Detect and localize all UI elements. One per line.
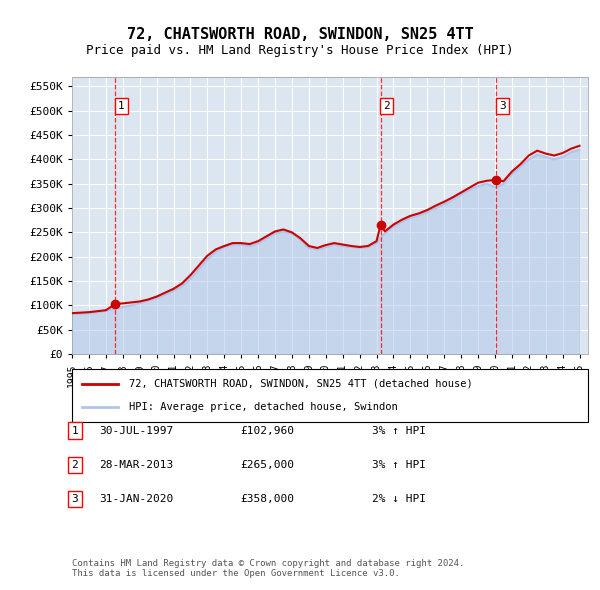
Text: HPI: Average price, detached house, Swindon: HPI: Average price, detached house, Swin… — [129, 402, 398, 412]
Text: 3% ↑ HPI: 3% ↑ HPI — [372, 426, 426, 435]
Text: 72, CHATSWORTH ROAD, SWINDON, SN25 4TT: 72, CHATSWORTH ROAD, SWINDON, SN25 4TT — [127, 27, 473, 41]
Text: 31-JAN-2020: 31-JAN-2020 — [99, 494, 173, 504]
Text: Price paid vs. HM Land Registry's House Price Index (HPI): Price paid vs. HM Land Registry's House … — [86, 44, 514, 57]
Text: 3: 3 — [71, 494, 79, 504]
Text: 2% ↓ HPI: 2% ↓ HPI — [372, 494, 426, 504]
Text: 30-JUL-1997: 30-JUL-1997 — [99, 426, 173, 435]
Text: £358,000: £358,000 — [240, 494, 294, 504]
FancyBboxPatch shape — [72, 369, 588, 422]
Text: 72, CHATSWORTH ROAD, SWINDON, SN25 4TT (detached house): 72, CHATSWORTH ROAD, SWINDON, SN25 4TT (… — [129, 379, 473, 389]
Text: 1: 1 — [71, 426, 79, 435]
Text: 2: 2 — [71, 460, 79, 470]
Text: 3% ↑ HPI: 3% ↑ HPI — [372, 460, 426, 470]
Text: Contains HM Land Registry data © Crown copyright and database right 2024.
This d: Contains HM Land Registry data © Crown c… — [72, 559, 464, 578]
Text: 28-MAR-2013: 28-MAR-2013 — [99, 460, 173, 470]
Text: £265,000: £265,000 — [240, 460, 294, 470]
Text: 3: 3 — [499, 101, 506, 111]
Text: 2: 2 — [383, 101, 390, 111]
Text: £102,960: £102,960 — [240, 426, 294, 435]
Text: 1: 1 — [118, 101, 125, 111]
